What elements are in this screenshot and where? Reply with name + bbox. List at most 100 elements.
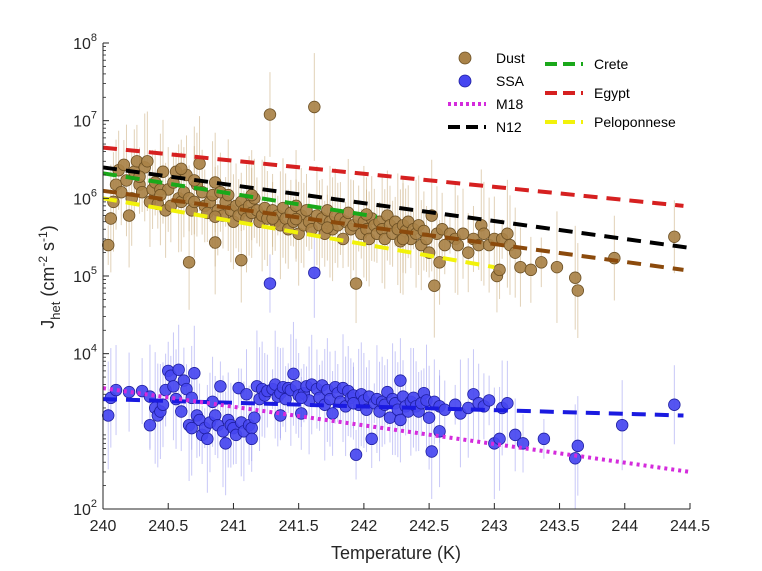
dust-point	[524, 263, 538, 277]
x-axis-title: Temperature (K)	[331, 543, 461, 563]
ssa-point	[240, 388, 253, 401]
y-tick-exponent: 4	[91, 343, 97, 355]
dust-point	[117, 158, 131, 172]
dust-point	[175, 162, 188, 176]
y-tick-base: 10	[73, 269, 91, 286]
dust-point	[514, 260, 527, 274]
axis-ticks: 240 240.5 241 241.5 242 242.5 243 243.5 244 244.5…	[73, 32, 710, 535]
n12-line	[102, 165, 691, 250]
ssa-point	[102, 409, 115, 422]
dust-point	[342, 206, 355, 220]
ssa-point	[201, 432, 214, 446]
legend-label-dust: Dust	[496, 50, 525, 66]
ssa-point	[143, 418, 157, 432]
dust-point	[182, 256, 196, 269]
ssa-point	[349, 448, 363, 461]
ssa-point	[167, 380, 180, 393]
dust-point	[668, 230, 681, 243]
x-tick-label: 241	[220, 518, 247, 535]
dust-point	[308, 100, 321, 114]
y-tick-exponent: 5	[91, 265, 97, 277]
egypt-line	[102, 145, 684, 208]
y-label-sub: het	[48, 301, 63, 319]
ssa-point	[394, 374, 407, 387]
y-tick-label: 105	[73, 265, 97, 286]
dust-point	[141, 155, 154, 168]
y-label-mid: s	[38, 242, 58, 256]
dust-point	[501, 227, 514, 240]
ssa-point	[295, 391, 308, 405]
legend-marker-ssa	[458, 74, 472, 88]
ssa-point	[326, 407, 339, 420]
dust-point	[433, 256, 446, 269]
ssa-point	[537, 432, 551, 446]
legend: Dust SSA M18 N12 Crete Egypt Peloponnese	[448, 50, 676, 135]
x-tick-label: 244.5	[670, 518, 710, 535]
dust-fit-line	[102, 188, 684, 272]
dust-point	[571, 284, 585, 297]
ssa-point	[501, 397, 514, 410]
y-tick-label: 104	[73, 343, 97, 364]
y-tick-base: 10	[73, 347, 91, 364]
crete-line	[102, 171, 378, 219]
ssa-point	[422, 411, 436, 424]
y-tick-base: 10	[73, 191, 91, 208]
legend-label-n12: N12	[496, 119, 522, 135]
x-tick-label: 243.5	[540, 518, 580, 535]
y-tick-label: 102	[73, 498, 97, 519]
legend-label-ssa: SSA	[496, 73, 525, 89]
dust-point	[535, 256, 548, 269]
x-tick-label: 242.5	[409, 518, 449, 535]
ssa-point	[365, 432, 378, 446]
ssa-fit-line	[102, 397, 684, 418]
dust-point	[438, 238, 451, 252]
ssa-point	[263, 277, 277, 290]
y-tick-exponent: 7	[91, 110, 97, 122]
x-tick-label: 243	[481, 518, 508, 535]
y-tick-base: 10	[73, 502, 91, 519]
ssa-point	[287, 367, 300, 381]
ssa-point	[245, 421, 258, 435]
y-label-main: J	[38, 320, 58, 329]
dust-point	[493, 263, 506, 277]
ssa-point	[425, 445, 438, 458]
dust-point	[263, 108, 277, 121]
dust-point	[349, 277, 363, 290]
y-tick-base: 10	[73, 36, 91, 53]
legend-label-crete: Crete	[594, 56, 628, 72]
y-tick-base: 10	[73, 114, 91, 131]
ssa-point	[188, 367, 201, 380]
y-label-unit-open: (cm	[38, 267, 58, 302]
legend-label-peloponnese: Peloponnese	[594, 114, 676, 130]
legend-marker-dust	[458, 51, 472, 65]
ssa-point	[248, 411, 261, 424]
dust-point	[477, 227, 491, 240]
y-tick-label: 106	[73, 187, 97, 208]
dust-point	[456, 227, 470, 240]
ssa-point	[394, 413, 407, 427]
y-axis-title-text: Jhet (cm-2 s-1)	[36, 225, 63, 328]
y-tick-exponent: 6	[91, 187, 97, 199]
ssa-point	[175, 405, 188, 418]
dust-point	[208, 236, 222, 249]
fit-lines	[102, 145, 691, 474]
ssa-point	[214, 380, 227, 393]
dust-point	[122, 209, 136, 222]
dust-point	[428, 279, 441, 292]
dust-point	[396, 232, 410, 246]
x-tick-label: 241.5	[279, 518, 319, 535]
ssa-point	[571, 439, 585, 453]
dust-point	[569, 271, 582, 284]
dust-point	[462, 246, 475, 259]
m18-line	[102, 386, 691, 474]
x-tick-label: 240	[90, 518, 117, 535]
y-label-close: )	[38, 225, 58, 231]
y-tick-exponent: 8	[91, 32, 97, 44]
x-tick-label: 244	[611, 518, 638, 535]
ssa-point	[509, 428, 522, 442]
ssa-point	[185, 421, 198, 435]
y-axis-title: Jhet (cm-2 s-1)	[36, 225, 63, 328]
dust-point	[550, 260, 564, 274]
